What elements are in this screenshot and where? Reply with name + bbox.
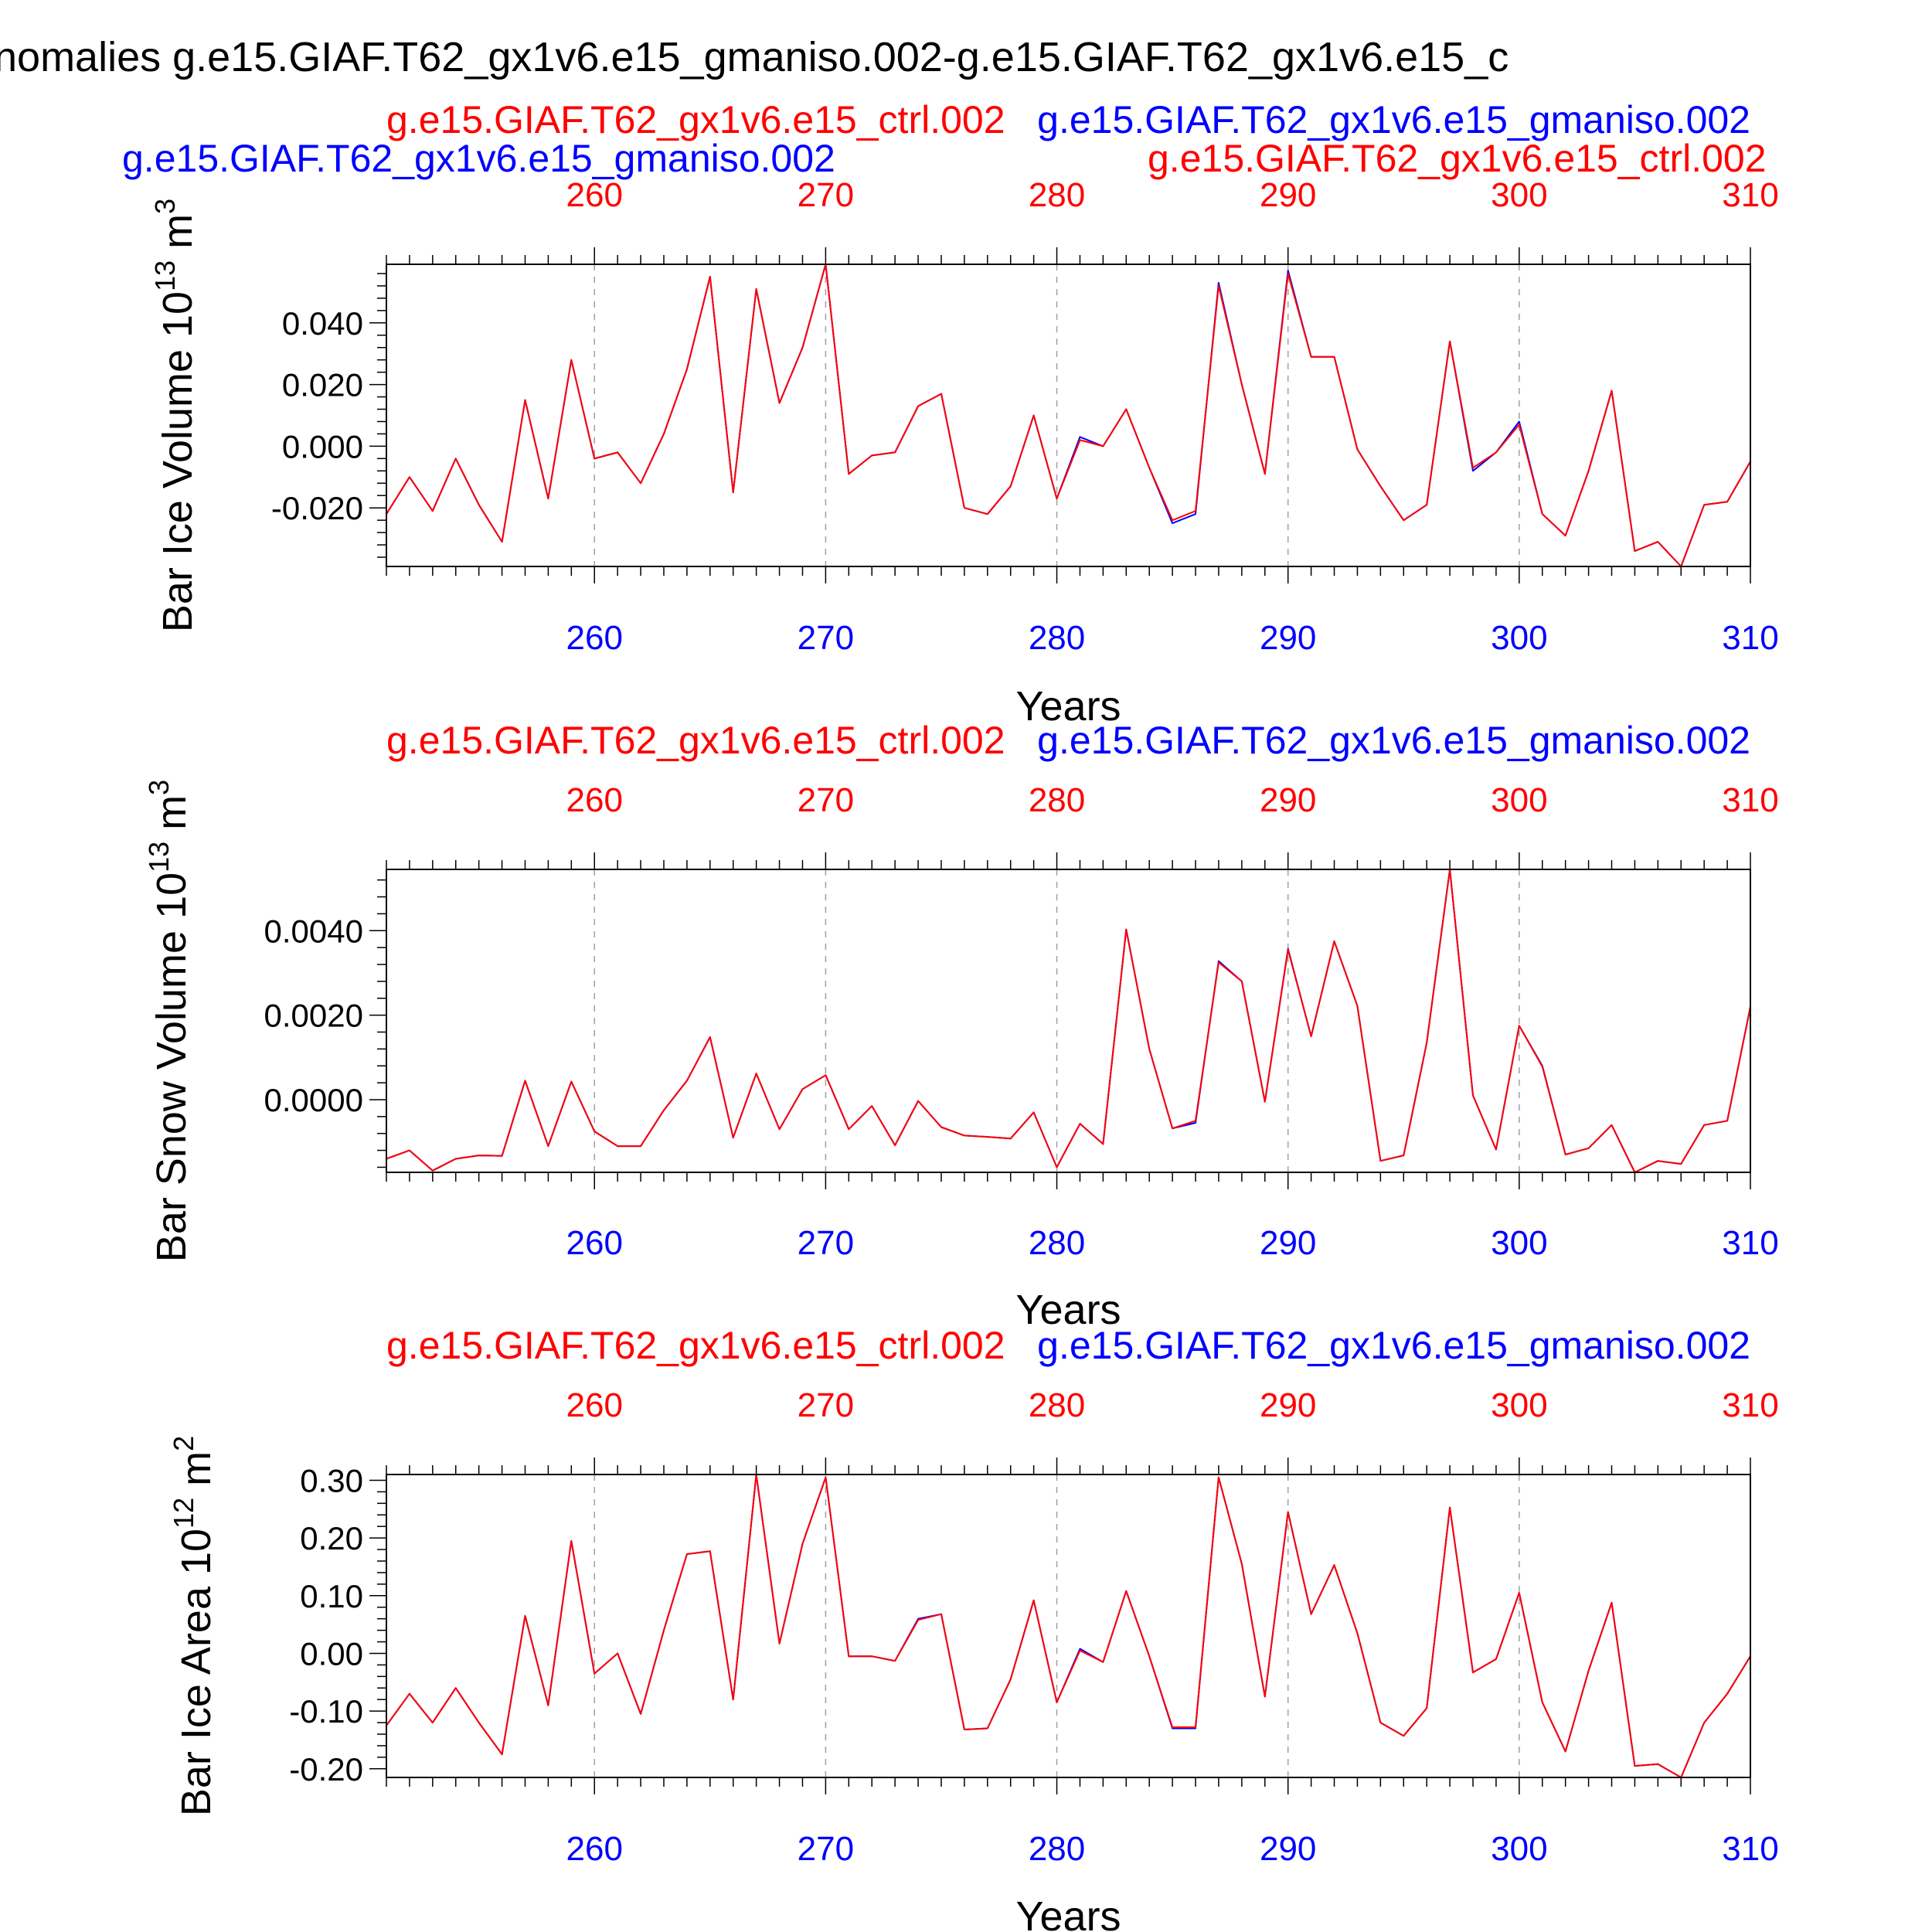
x-tick-label-bottom: 290 (1260, 1830, 1316, 1868)
run-label-red: g.e15.GIAF.T62_gx1v6.e15_ctrl.002 (386, 1324, 1005, 1367)
y-tick-label: 0.020 (282, 367, 363, 403)
x-tick-label-bottom: 280 (1029, 1224, 1085, 1262)
x-tick-label-top: 280 (1029, 781, 1085, 819)
series-line-ctrl (386, 869, 1751, 1173)
run-label-red: g.e15.GIAF.T62_gx1v6.e15_ctrl.002 (386, 719, 1005, 762)
y-axis-label: Bar Ice Volume 1013 m3 (149, 199, 201, 632)
run-label-blue: g.e15.GIAF.T62_gx1v6.e15_gmaniso.002 (1037, 719, 1750, 762)
plot-frame (386, 869, 1751, 1173)
x-tick-label-bottom: 260 (566, 1224, 623, 1262)
x-tick-label-bottom: 260 (566, 619, 623, 657)
figure-title: nomalies g.e15.GIAF.T62_gx1v6.e15_gmanis… (0, 34, 1509, 80)
x-tick-label-bottom: 270 (798, 1224, 854, 1262)
series-line-gmaniso (386, 1474, 1751, 1778)
y-axis-label-part: Bar Snow Volume 10 (148, 872, 195, 1262)
x-tick-label-bottom: 300 (1491, 1830, 1547, 1868)
plot-frame (386, 264, 1751, 567)
chart-panel-1: g.e15.GIAF.T62_gx1v6.e15_ctrl.002 g.e15.G… (149, 98, 1779, 730)
y-tick-label: 0.10 (300, 1578, 363, 1614)
x-tick-label-top: 290 (1260, 1386, 1316, 1424)
x-tick-label-bottom: 310 (1722, 1224, 1778, 1262)
y-tick-label: 0.00 (300, 1635, 363, 1672)
y-tick-label: 0.30 (300, 1462, 363, 1498)
y-tick-label: 0.000 (282, 428, 363, 464)
y-tick-label: 0.0040 (264, 913, 363, 949)
run-label-blue: g.e15.GIAF.T62_gx1v6.e15_gmaniso.002 (1037, 1324, 1750, 1367)
y-axis-label-part: m (173, 1451, 219, 1498)
series-line-ctrl (386, 264, 1751, 567)
y-axis-label: Bar Snow Volume 1013 m3 (143, 780, 195, 1262)
y-axis-label-part: Bar Ice Area 10 (173, 1529, 219, 1816)
x-tick-label-bottom: 300 (1491, 1224, 1547, 1262)
x-tick-label-top: 290 (1260, 176, 1316, 214)
plot-frame (386, 1474, 1751, 1778)
y-axis-label-part: 12 (168, 1498, 199, 1529)
x-tick-label-bottom: 270 (798, 1830, 854, 1868)
y-axis-label-part: m (148, 795, 195, 842)
x-tick-label-bottom: 310 (1722, 1830, 1778, 1868)
x-axis-label: Years (1015, 683, 1121, 730)
chart-panel-2: g.e15.GIAF.T62_gx1v6.e15_ctrl.002 g.e15.G… (143, 719, 1779, 1333)
x-axis-label: Years (1015, 1893, 1121, 1932)
x-tick-label-bottom: 290 (1260, 619, 1316, 657)
x-tick-label-bottom: 300 (1491, 619, 1547, 657)
x-tick-label-top: 280 (1029, 176, 1085, 214)
y-tick-label: -0.10 (289, 1693, 363, 1730)
run-label-blue: g.e15.GIAF.T62_gx1v6.e15_gmaniso.002 (1037, 98, 1750, 141)
x-tick-label-bottom: 270 (798, 619, 854, 657)
x-tick-label-bottom: 260 (566, 1830, 623, 1868)
top-run-label-red: g.e15.GIAF.T62_gx1v6.e15_ctrl.002 (1148, 137, 1767, 180)
y-axis-label: Bar Ice Area 1012 m2 (168, 1436, 219, 1816)
y-tick-label: 0.040 (282, 305, 363, 342)
y-tick-label: -0.020 (271, 490, 363, 526)
x-tick-label-bottom: 310 (1722, 619, 1778, 657)
y-tick-label: 0.0000 (264, 1082, 363, 1118)
x-tick-label-top: 300 (1491, 781, 1547, 819)
x-tick-label-top: 260 (566, 781, 623, 819)
x-tick-label-top: 310 (1722, 176, 1778, 214)
x-tick-label-top: 260 (566, 176, 623, 214)
series-line-gmaniso (386, 264, 1751, 567)
series-line-gmaniso (386, 869, 1751, 1173)
x-tick-label-top: 270 (798, 176, 854, 214)
x-tick-label-top: 270 (798, 1386, 854, 1424)
top-run-label-blue: g.e15.GIAF.T62_gx1v6.e15_gmaniso.002 (122, 137, 835, 180)
y-axis-label-part: Bar Ice Volume 10 (155, 291, 201, 632)
y-tick-label: 0.20 (300, 1520, 363, 1556)
series-line-ctrl (386, 1474, 1751, 1778)
chart-panel-3: g.e15.GIAF.T62_gx1v6.e15_ctrl.002 g.e15.G… (168, 1324, 1779, 1932)
x-tick-label-top: 280 (1029, 1386, 1085, 1424)
run-label-red: g.e15.GIAF.T62_gx1v6.e15_ctrl.002 (386, 98, 1005, 141)
y-tick-label: -0.20 (289, 1751, 363, 1787)
y-axis-label-part: m (155, 214, 201, 260)
y-axis-label-part: 13 (143, 842, 175, 872)
x-tick-label-top: 300 (1491, 176, 1547, 214)
x-tick-label-top: 270 (798, 781, 854, 819)
y-axis-label-part: 13 (149, 260, 181, 291)
x-tick-label-top: 300 (1491, 1386, 1547, 1424)
x-tick-label-top: 260 (566, 1386, 623, 1424)
x-tick-label-bottom: 280 (1029, 1830, 1085, 1868)
x-tick-label-bottom: 290 (1260, 1224, 1316, 1262)
x-tick-label-bottom: 280 (1029, 619, 1085, 657)
y-axis-label-part: 2 (168, 1436, 199, 1451)
y-tick-label: 0.0020 (264, 998, 363, 1034)
panels: g.e15.GIAF.T62_gx1v6.e15_ctrl.002 g.e15.G… (143, 98, 1779, 1932)
x-tick-label-top: 310 (1722, 1386, 1778, 1424)
x-axis-label: Years (1015, 1287, 1121, 1333)
x-tick-label-top: 290 (1260, 781, 1316, 819)
y-axis-label-part: 3 (143, 780, 175, 795)
y-axis-label-part: 3 (149, 199, 181, 214)
x-tick-label-top: 310 (1722, 781, 1778, 819)
